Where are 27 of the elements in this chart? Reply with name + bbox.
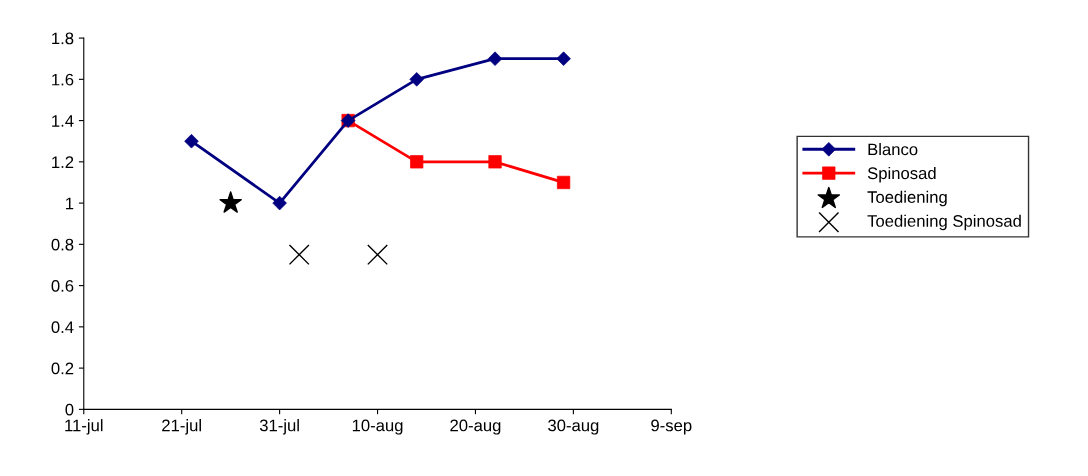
legend-label: Spinosad — [867, 166, 936, 183]
point — [184, 133, 199, 149]
legend-label: Toediening Spinosad — [867, 214, 1021, 231]
y-tick-label: 1.2 — [52, 156, 74, 168]
x-tick-label: 9-sep — [651, 419, 692, 435]
legend-label: Toediening — [867, 190, 947, 207]
point — [219, 191, 242, 213]
y-tick-label: 1.4 — [52, 115, 74, 127]
x-tick-label: 21-jul — [162, 419, 201, 435]
x-tick-label: 10-aug — [352, 419, 403, 435]
point — [367, 244, 388, 266]
y-tick-label: 1 — [66, 197, 74, 210]
point — [556, 175, 571, 190]
x-tick-label: 20-aug — [450, 419, 501, 435]
y-tick-label: 0.8 — [51, 238, 74, 251]
y-tick-label: 1.6 — [52, 73, 74, 86]
x-tick-label: 31-jul — [259, 419, 299, 435]
point — [288, 244, 310, 266]
x-tick-label: 11-jul — [65, 419, 103, 435]
y-tick-label: 0 — [65, 403, 74, 416]
legend-label: Blanco — [868, 143, 918, 156]
x-tick-label: 30-aug — [548, 419, 599, 435]
y-tick-label: 0.4 — [51, 321, 74, 334]
point — [272, 195, 287, 211]
y-tick-label: 0.6 — [51, 280, 74, 292]
y-tick-label: 0.2 — [51, 362, 74, 375]
y-tick-label: 1.8 — [52, 32, 74, 45]
